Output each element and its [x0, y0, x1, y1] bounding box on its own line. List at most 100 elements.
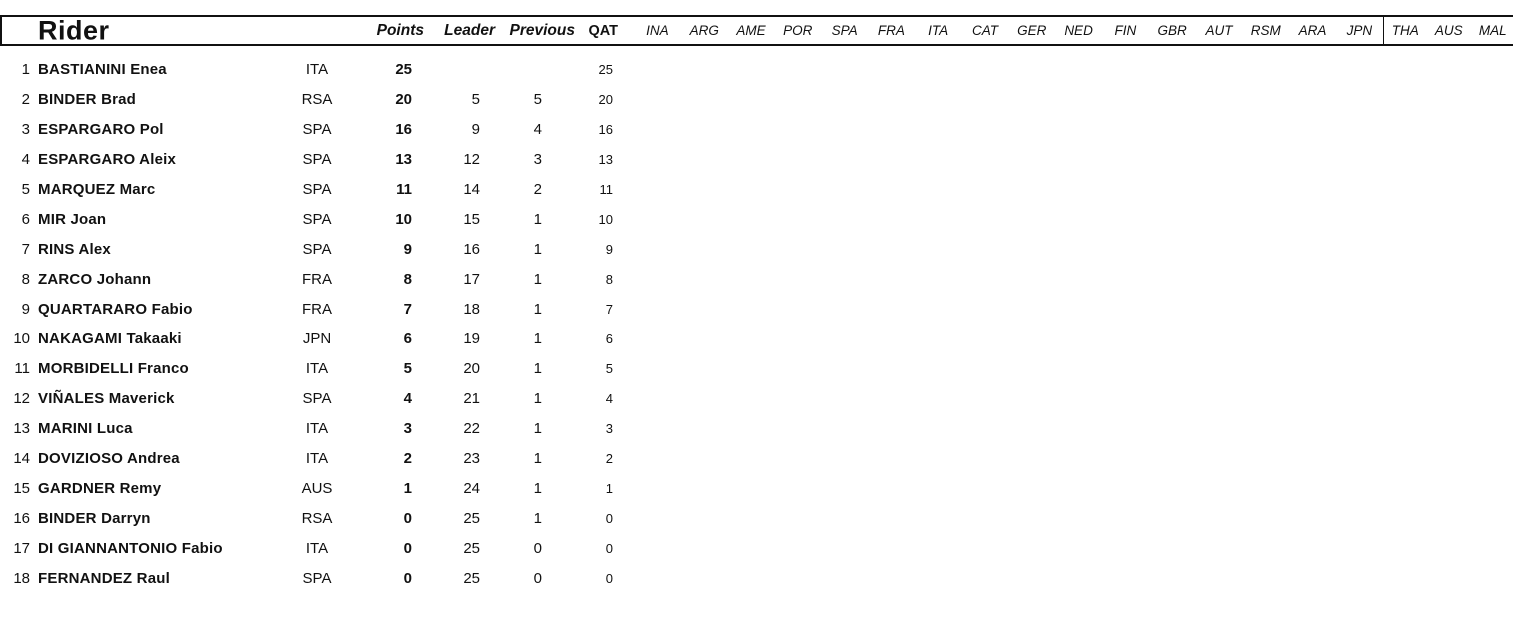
race-column-header-aut: AUT	[1205, 23, 1233, 38]
rider-name-cell: ESPARGARO Pol	[38, 121, 164, 139]
position-cell: 10	[13, 330, 30, 348]
nation-cell: AUS	[301, 479, 333, 497]
position-cell: 2	[21, 91, 30, 109]
points-column-header: Points	[376, 21, 424, 39]
race-column-header-arg: ARG	[689, 23, 719, 38]
points-cell: 20	[395, 91, 412, 109]
rider-name-cell: MORBIDELLI Franco	[38, 360, 189, 378]
points-cell: 4	[403, 390, 412, 408]
gap-to-previous-cell: 1	[533, 479, 542, 497]
qat-points-cell: 0	[605, 510, 613, 526]
rider-row: 13 MARINI Luca ITA 3 22 1 3	[0, 414, 1513, 444]
gap-to-leader-cell: 9	[471, 121, 480, 139]
points-cell: 6	[403, 330, 412, 348]
nation-cell: FRA	[302, 270, 332, 288]
rider-name-cell: GARDNER Remy	[38, 479, 162, 497]
qat-points-cell: 0	[605, 570, 613, 586]
qat-points-cell: 7	[605, 301, 613, 317]
rider-rows: 1 BASTIANINI Enea ITA 25 25 2 BINDER Bra…	[0, 46, 1513, 593]
nation-cell: SPA	[302, 390, 332, 408]
points-cell: 0	[403, 509, 412, 527]
race-column-header-ger: GER	[1017, 23, 1047, 38]
rider-name-cell: NAKAGAMI Takaaki	[38, 330, 182, 348]
race-column-header-cat: CAT	[971, 23, 998, 38]
nation-cell: ITA	[305, 360, 329, 378]
rider-name-cell: DI GIANNANTONIO Fabio	[38, 539, 223, 557]
position-cell: 17	[13, 539, 30, 557]
gap-to-previous-cell: 0	[533, 569, 542, 587]
gap-to-previous-cell: 1	[533, 210, 542, 228]
qat-points-cell: 0	[605, 540, 613, 556]
race-column-header-jpn: JPN	[1346, 23, 1373, 38]
points-cell: 25	[395, 61, 412, 79]
points-cell: 16	[395, 121, 412, 139]
rider-name-cell: ESPARGARO Aleix	[38, 151, 177, 169]
rider-row: 10 NAKAGAMI Takaaki JPN 6 19 1 6	[0, 324, 1513, 354]
qat-race-column-header: QAT	[588, 22, 618, 39]
gap-to-previous-cell: 1	[533, 450, 542, 468]
race-column-header-ita: ITA	[928, 23, 949, 38]
position-cell: 5	[21, 181, 30, 198]
rider-row: 17 DI GIANNANTONIO Fabio ITA 0 25 0 0	[0, 533, 1513, 563]
gap-to-leader-cell: 25	[463, 539, 480, 557]
rider-row: 11 MORBIDELLI Franco ITA 5 20 1 5	[0, 354, 1513, 384]
gap-to-previous-cell: 1	[533, 360, 542, 378]
gap-to-leader-cell: 20	[463, 360, 480, 378]
gap-to-previous-cell: 1	[533, 420, 542, 438]
gap-to-previous-cell: 1	[533, 390, 542, 408]
points-cell: 10	[395, 210, 412, 228]
position-cell: 4	[21, 151, 30, 169]
position-cell: 15	[13, 479, 30, 497]
position-cell: 16	[13, 509, 30, 527]
gap-to-previous-cell: 1	[533, 330, 542, 348]
race-column-header-spa: SPA	[831, 23, 858, 38]
gap-to-previous-cell: 1	[533, 270, 542, 288]
gap-to-leader-cell: 19	[463, 330, 480, 348]
rider-name-cell: BINDER Darryn	[38, 509, 151, 527]
gap-to-previous-cell: 1	[533, 509, 542, 527]
rider-row: 2 BINDER Brad RSA 20 5 5 20	[0, 85, 1513, 115]
gap-to-leader-cell: 25	[463, 569, 480, 587]
upcoming-race-headers: INA ARG AME POR SPA FRA ITA CAT GER NED FIN GBR AUT R…	[634, 17, 1515, 44]
rider-name-cell: RINS Alex	[38, 240, 111, 258]
table-header-row: Rider Points Leader Previous QAT INA ARG A…	[0, 15, 1513, 46]
race-column-header-tha: THA	[1382, 17, 1427, 44]
nation-cell: RSA	[301, 509, 333, 527]
nation-cell: SPA	[302, 240, 332, 258]
rider-name-cell: FERNANDEZ Raul	[38, 569, 170, 587]
rider-name-cell: BINDER Brad	[38, 91, 137, 109]
race-column-header-gbr: GBR	[1157, 23, 1187, 38]
points-cell: 2	[403, 450, 412, 468]
gap-to-leader-column-header: Leader	[444, 21, 495, 39]
rider-name-cell: ZARCO Johann	[38, 270, 152, 288]
gap-to-leader-cell: 5	[471, 91, 480, 109]
position-cell: 6	[21, 210, 30, 228]
race-column-header-aus: AUS	[1434, 23, 1463, 38]
rider-name-cell: MIR Joan	[38, 210, 107, 228]
gap-to-previous-column-header: Previous	[509, 21, 575, 39]
qat-points-cell: 11	[599, 182, 614, 197]
points-cell: 0	[403, 539, 412, 557]
rider-row: 9 QUARTARARO Fabio FRA 7 18 1 7	[0, 294, 1513, 324]
rider-name-cell: BASTIANINI Enea	[38, 61, 167, 79]
points-cell: 8	[403, 270, 412, 288]
rider-row: 1 BASTIANINI Enea ITA 25 25	[0, 55, 1513, 85]
race-column-header-mal: MAL	[1478, 23, 1507, 38]
nation-cell: SPA	[302, 181, 332, 198]
nation-cell: SPA	[302, 121, 332, 139]
race-column-header-ame: AME	[736, 23, 766, 38]
qat-points-cell: 9	[605, 241, 613, 257]
rider-row: 7 RINS Alex SPA 9 16 1 9	[0, 234, 1513, 264]
position-cell: 3	[21, 121, 30, 139]
rider-row: 8 ZARCO Johann FRA 8 17 1 8	[0, 264, 1513, 294]
position-cell: 8	[21, 270, 30, 288]
race-column-header-por: POR	[783, 23, 813, 38]
rider-name-cell: MARQUEZ Marc	[38, 181, 156, 198]
gap-to-previous-cell: 5	[533, 91, 542, 109]
gap-to-leader-cell: 24	[463, 479, 480, 497]
gap-to-previous-cell: 2	[533, 181, 542, 198]
nation-cell: RSA	[301, 91, 333, 109]
qat-points-cell: 3	[605, 421, 613, 437]
gap-to-previous-cell: 0	[533, 539, 542, 557]
points-cell: 1	[403, 479, 412, 497]
